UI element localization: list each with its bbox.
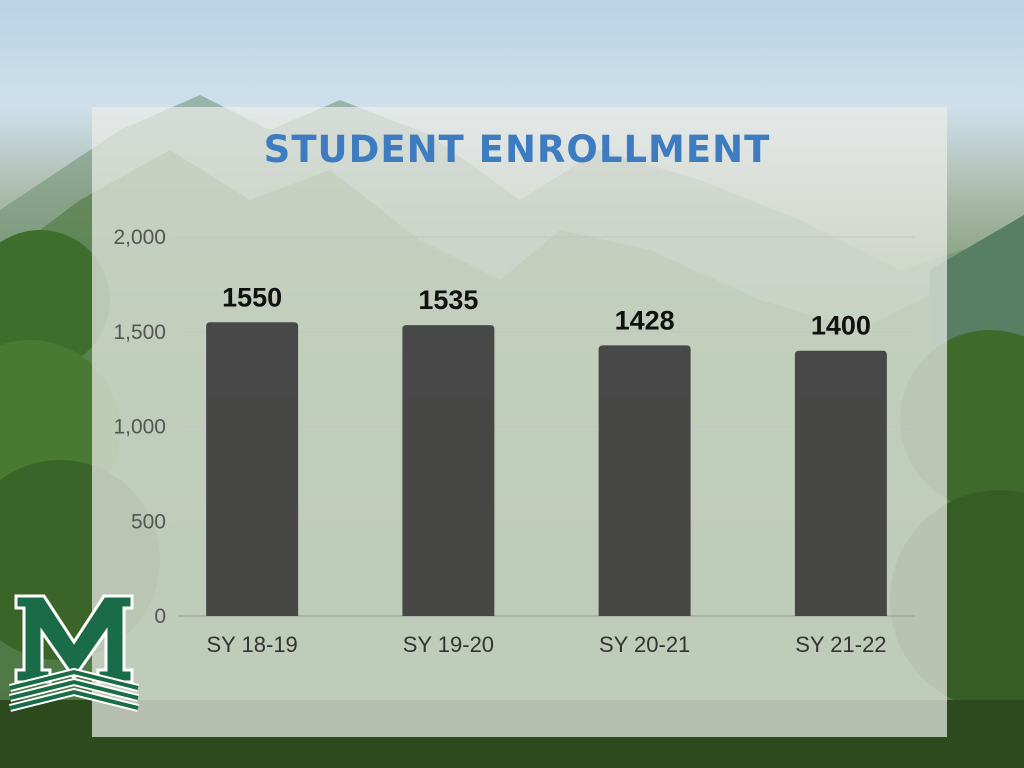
gridlines xyxy=(178,236,915,617)
y-tick-label: 2,000 xyxy=(113,226,166,249)
data-label: 1550 xyxy=(222,282,282,312)
chart-title: STUDENT ENROLLMENT xyxy=(263,128,771,171)
bar xyxy=(206,322,299,616)
x-tick-label: SY 18-19 xyxy=(206,632,297,657)
x-axis-ticks: SY 18-19 SY 19-20 SY 20-21 SY 21-22 xyxy=(206,632,886,657)
y-tick-label: 1,000 xyxy=(113,416,166,439)
data-label: 1535 xyxy=(418,285,478,315)
data-labels: 1550 1535 1428 1400 xyxy=(222,282,871,340)
y-axis-ticks: 0 500 1,000 1,500 2,000 xyxy=(113,226,166,628)
y-tick-label: 0 xyxy=(154,605,166,628)
bars xyxy=(206,322,887,616)
data-label: 1428 xyxy=(615,305,675,335)
bar xyxy=(402,325,495,616)
bar xyxy=(794,350,887,616)
x-tick-label: SY 21-22 xyxy=(795,632,886,657)
bar xyxy=(598,345,691,616)
y-tick-label: 1,500 xyxy=(113,321,166,344)
y-tick-label: 500 xyxy=(131,510,166,533)
data-label: 1400 xyxy=(811,311,871,341)
x-tick-label: SY 19-20 xyxy=(403,632,494,657)
x-tick-label: SY 20-21 xyxy=(599,632,690,657)
school-logo-icon xyxy=(9,594,139,712)
